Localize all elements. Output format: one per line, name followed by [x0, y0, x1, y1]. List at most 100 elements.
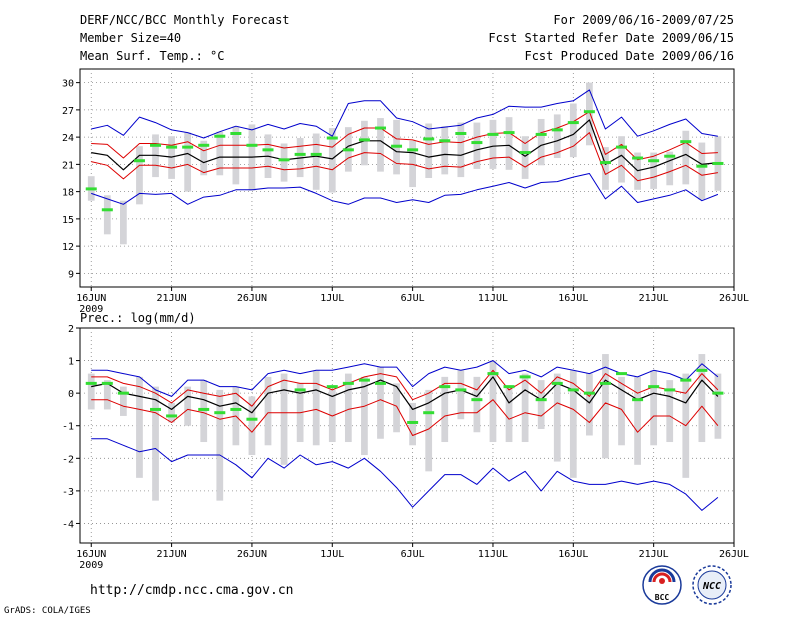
ensemble-box [216, 389, 224, 501]
observed-marker [166, 414, 178, 418]
ensemble-box [457, 122, 465, 178]
observed-marker [664, 154, 676, 158]
x-tick-label: 16JUN [76, 293, 106, 304]
ensemble-box [553, 114, 561, 159]
upper-spread-line [91, 111, 718, 161]
y-tick-label: 15 [62, 215, 74, 226]
observed-marker [198, 143, 210, 147]
ensemble-box [473, 376, 481, 433]
ensemble-box [505, 117, 513, 170]
ensemble-box [425, 123, 433, 178]
ensemble-box [489, 360, 497, 443]
observed-marker [150, 143, 162, 147]
grads-credit: GrADS: COLA/IGES [4, 606, 91, 616]
observed-marker [198, 407, 210, 411]
observed-marker [358, 138, 370, 142]
y-tick-label: -3 [62, 487, 74, 498]
observed-marker [391, 144, 403, 148]
observed-marker [150, 407, 162, 411]
ensemble-min-line [91, 438, 719, 511]
ensemble-box [87, 373, 95, 410]
x-tick-label: 6JUL [401, 293, 425, 304]
observed-marker [487, 132, 499, 136]
y-tick-label: -1 [62, 422, 74, 433]
lower-spread-line [91, 132, 718, 182]
observed-marker [519, 151, 531, 155]
ensemble-box [232, 126, 240, 185]
ensemble-box [409, 402, 416, 446]
chart-title: DERF/NCC/BCC Monthly Forecast [80, 13, 290, 27]
ensemble-box [634, 376, 641, 465]
fcst-started-label: Fcst Started Refer Date 2009/06/15 [488, 31, 734, 45]
x-tick-label: 21JUN [157, 293, 187, 304]
observed-marker [567, 121, 579, 125]
x-tick-label: 11JUL [478, 549, 508, 560]
ensemble-box [184, 132, 192, 192]
plot-data [85, 354, 724, 511]
y-tick-label: 24 [62, 133, 74, 144]
y-tick-label: 9 [68, 269, 74, 280]
observed-marker [85, 187, 97, 191]
observed-marker [487, 372, 499, 376]
x-year-label: 2009 [79, 560, 103, 571]
ensemble-box [489, 119, 497, 169]
x-tick-label: 26JUN [237, 549, 267, 560]
observed-marker [680, 378, 692, 382]
ensemble-box [248, 396, 256, 456]
ensemble-box [537, 118, 545, 166]
observed-marker [471, 398, 483, 402]
observed-marker [326, 136, 338, 140]
ensemble-box [328, 128, 336, 193]
y-tick-label: 27 [62, 106, 74, 117]
observed-marker [246, 417, 258, 421]
ensemble-box [666, 151, 674, 186]
observed-marker [583, 391, 595, 395]
x-tick-label: 1JUL [320, 549, 344, 560]
ensemble-box [344, 373, 352, 443]
ensemble-box [425, 389, 433, 472]
observed-marker [680, 140, 692, 144]
observed-marker [101, 208, 113, 212]
x-tick-label: 16JUL [558, 293, 588, 304]
observed-marker [230, 407, 242, 411]
bcc-logo-text: BCC [655, 593, 670, 602]
observed-marker [616, 145, 628, 149]
y-tick-label: 1 [68, 357, 74, 368]
ensemble-box [361, 376, 368, 456]
ensemble-box [569, 370, 577, 478]
ensemble-box [136, 146, 143, 205]
ensemble-box [521, 136, 529, 179]
observed-marker [632, 156, 644, 160]
ncc-logo-text: NCC [702, 581, 721, 592]
ensemble-box [184, 386, 192, 426]
ensemble-box [441, 126, 449, 175]
lower-spread-line [91, 399, 719, 436]
y-tick-label: 12 [62, 242, 74, 253]
ensemble-box [618, 376, 625, 446]
observed-marker [342, 148, 354, 152]
observed-marker [214, 411, 226, 415]
ensemble-box [312, 370, 320, 446]
observed-marker [423, 411, 435, 415]
source-url[interactable]: http://cmdp.ncc.cma.gov.cn [90, 583, 294, 598]
plot-frame [79, 327, 735, 544]
ensemble-box [650, 152, 658, 189]
x-tick-label: 1JUL [320, 293, 344, 304]
ensemble-box [602, 354, 609, 459]
ensemble-mean-line [91, 376, 719, 414]
ensemble-box [586, 82, 593, 146]
observed-marker [342, 381, 354, 385]
ensemble-box [393, 383, 400, 433]
observed-marker [696, 368, 708, 372]
ensemble-box [152, 386, 159, 501]
observed-marker [214, 134, 226, 138]
precipitation-panel: -4 -3 -2 -1 0 1 2 16JUN 21JUN 26JUN 1JUL 6JUL 11JUL 1… [62, 324, 749, 571]
observed-marker [551, 381, 563, 385]
ensemble-max-line [91, 360, 719, 397]
observed-marker [374, 126, 386, 130]
y-tick-label: 0 [68, 389, 74, 400]
ensemble-box [698, 354, 706, 443]
y-tick-label: -4 [62, 519, 74, 530]
observed-marker [599, 161, 611, 165]
